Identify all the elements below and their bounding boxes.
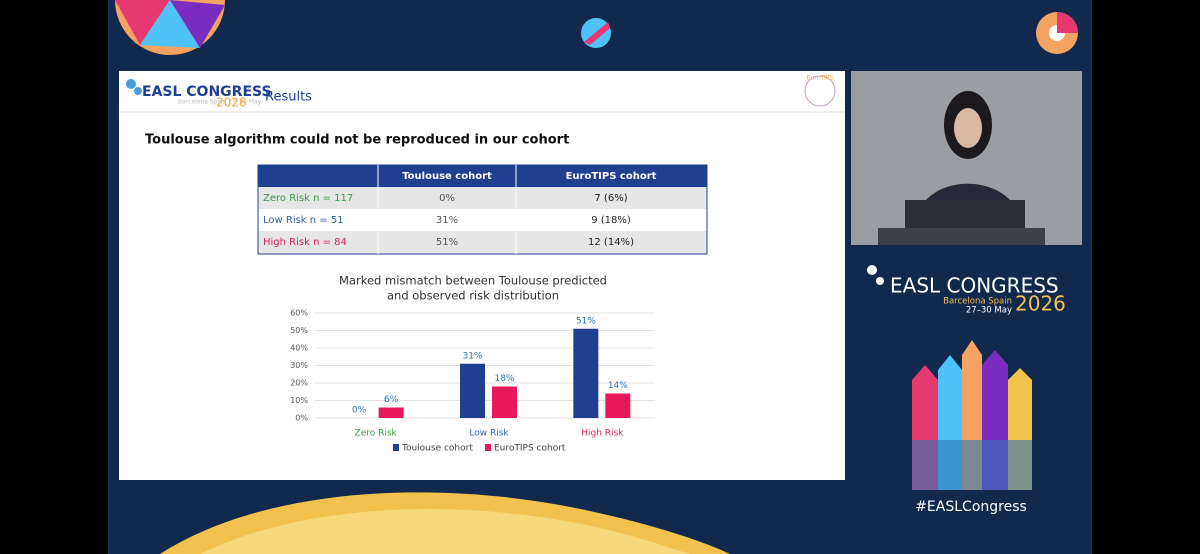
- logo-place: Barcelona Spain 27–30 May: [178, 99, 262, 106]
- bar: [460, 363, 485, 418]
- table-cell: High Risk n = 84: [263, 237, 347, 248]
- y-tick-label: 20%: [290, 379, 308, 388]
- table-cell: 0%: [439, 193, 455, 204]
- logo-text: EASL CONGRESS: [142, 84, 272, 100]
- value-label: 18%: [494, 374, 514, 384]
- value-label: 0%: [352, 406, 367, 416]
- lectern-top: [905, 200, 1025, 228]
- logo-mark: [134, 87, 142, 95]
- lectern: [878, 228, 1045, 245]
- cathedral-art: [912, 340, 1032, 490]
- decor-icon: [1057, 12, 1078, 33]
- y-tick-label: 50%: [290, 326, 308, 335]
- legend-label: EuroTIPS cohort: [494, 444, 566, 454]
- table-cell: 12 (14%): [588, 237, 634, 248]
- x-tick-label: Low Risk: [469, 429, 509, 439]
- decor-icon: [584, 22, 610, 45]
- table-row: [258, 187, 707, 209]
- y-tick-label: 10%: [290, 396, 308, 405]
- partner-logo: [804, 75, 836, 107]
- table-cell: 9 (18%): [591, 215, 631, 226]
- chart-title: Marked mismatch between Toulouse predict…: [339, 274, 607, 288]
- logo-mark: [126, 79, 136, 89]
- speaker-face: [954, 108, 982, 148]
- side-dates: 27–30 May: [966, 306, 1012, 316]
- table-row: [258, 231, 707, 254]
- bar: [573, 328, 599, 418]
- legend-swatch: [485, 444, 491, 451]
- table-row: [258, 209, 707, 231]
- chart: Marked mismatch between Toulouse predict…: [290, 274, 655, 454]
- y-tick-label: 60%: [290, 309, 308, 318]
- logo-year: 2026: [216, 96, 247, 110]
- table-cell: Zero Risk n = 117: [263, 193, 353, 204]
- x-tick-label: Zero Risk: [355, 429, 398, 439]
- chart-title: and observed risk distribution: [387, 289, 559, 303]
- value-label: 6%: [384, 395, 399, 405]
- value-label: 31%: [462, 351, 482, 361]
- side-place: Barcelona Spain: [943, 297, 1012, 307]
- value-label: 51%: [576, 316, 596, 326]
- table-cell: 51%: [436, 237, 458, 248]
- table-cell: Low Risk n = 51: [263, 215, 344, 226]
- decor-circle: [115, 0, 225, 55]
- side-logo-text: EASL CONGRESS: [890, 274, 1059, 298]
- logo-mark: [876, 277, 884, 285]
- legend-label: Toulouse cohort: [401, 444, 473, 454]
- logo-mark: [867, 265, 877, 275]
- hashtag: #EASLCongress: [915, 499, 1027, 515]
- table-cell: 7 (6%): [594, 193, 627, 204]
- x-tick-label: High Risk: [581, 429, 624, 439]
- value-label: 14%: [608, 381, 628, 391]
- y-tick-label: 0%: [295, 414, 308, 423]
- slide-section: Results: [265, 90, 312, 105]
- legend-swatch: [393, 444, 399, 451]
- side-year: 2026: [1015, 292, 1066, 316]
- table-header-cell: EuroTIPS cohort: [566, 171, 657, 182]
- results-table: Toulouse cohort EuroTIPS cohort Zero Ris…: [257, 164, 708, 255]
- decor-wave: [160, 492, 730, 554]
- table-header: [258, 165, 707, 187]
- bar: [492, 386, 517, 418]
- table-border: [257, 164, 708, 255]
- bar: [605, 393, 631, 418]
- slide-heading: Toulouse algorithm could not be reproduc…: [145, 133, 569, 148]
- y-tick-label: 40%: [290, 344, 308, 353]
- bar: [378, 407, 404, 418]
- table-header-cell: Toulouse cohort: [402, 171, 492, 182]
- table-cell: 31%: [436, 215, 458, 226]
- partner-logo-text: EuroTIPS: [807, 75, 834, 82]
- y-tick-label: 30%: [290, 361, 308, 370]
